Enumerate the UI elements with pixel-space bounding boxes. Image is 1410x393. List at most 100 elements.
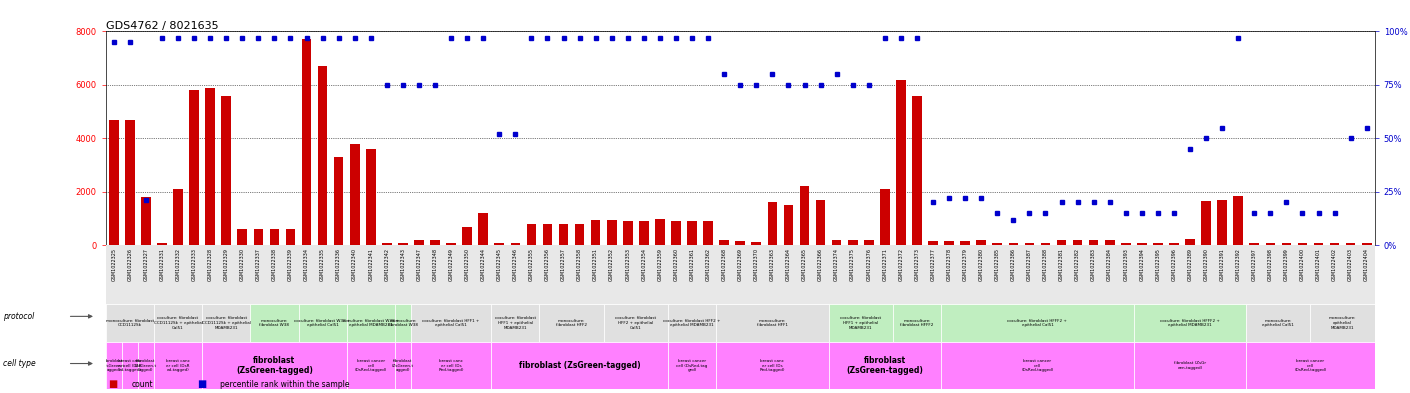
- Bar: [1310, 245, 1327, 303]
- Text: coculture: fibroblast HFFF2 +
epithelial MDAMB231: coculture: fibroblast HFFF2 + epithelial…: [1160, 319, 1220, 327]
- Text: ■: ■: [197, 379, 207, 389]
- Text: GSM1022343: GSM1022343: [400, 248, 406, 281]
- Text: GSM1022349: GSM1022349: [448, 248, 454, 281]
- Text: GSM1022339: GSM1022339: [288, 248, 293, 281]
- Bar: [925, 245, 940, 303]
- Bar: [171, 245, 186, 303]
- Bar: [1294, 245, 1310, 303]
- Bar: [302, 39, 312, 245]
- Text: GSM1022400: GSM1022400: [1300, 248, 1306, 281]
- Text: coculture: fibroblast
CCD1112Sk + epithelial
MDAMB231: coculture: fibroblast CCD1112Sk + epithe…: [202, 316, 251, 330]
- Bar: [395, 303, 410, 342]
- Bar: [379, 245, 395, 303]
- Bar: [478, 213, 488, 245]
- Bar: [1089, 240, 1098, 245]
- Text: GSM1022337: GSM1022337: [255, 248, 261, 281]
- Text: GSM1022366: GSM1022366: [818, 248, 823, 281]
- Bar: [106, 245, 121, 303]
- Bar: [623, 221, 633, 245]
- Bar: [893, 303, 940, 342]
- Bar: [157, 242, 166, 245]
- Text: GSM1022357: GSM1022357: [561, 248, 565, 281]
- Text: GSM1022353: GSM1022353: [625, 248, 630, 281]
- Text: fibroblast (ZsGreen-tagged): fibroblast (ZsGreen-tagged): [519, 361, 640, 370]
- Bar: [330, 245, 347, 303]
- Text: breast canc
er cell (DsR
ed-tagged): breast canc er cell (DsR ed-tagged): [118, 359, 142, 372]
- Bar: [1314, 242, 1324, 245]
- Bar: [347, 245, 362, 303]
- Text: GSM1022329: GSM1022329: [224, 248, 228, 281]
- Text: GSM1022374: GSM1022374: [835, 248, 839, 281]
- Bar: [106, 303, 154, 342]
- Text: GSM1022376: GSM1022376: [866, 248, 871, 281]
- Text: GSM1022332: GSM1022332: [175, 248, 180, 281]
- Bar: [736, 241, 744, 245]
- Bar: [510, 242, 520, 245]
- Bar: [684, 245, 701, 303]
- Text: GSM1022352: GSM1022352: [609, 248, 615, 281]
- Text: GSM1022365: GSM1022365: [802, 248, 807, 281]
- Bar: [767, 202, 777, 245]
- Bar: [816, 200, 825, 245]
- Bar: [668, 342, 716, 389]
- Bar: [121, 245, 138, 303]
- Text: protocol: protocol: [3, 312, 34, 321]
- Text: GSM1022377: GSM1022377: [931, 248, 935, 281]
- Bar: [347, 342, 395, 389]
- Bar: [125, 119, 135, 245]
- Bar: [138, 342, 154, 389]
- Text: GSM1022346: GSM1022346: [513, 248, 517, 281]
- Text: GSM1022336: GSM1022336: [336, 248, 341, 281]
- Bar: [1005, 245, 1021, 303]
- Bar: [1230, 245, 1246, 303]
- Bar: [491, 303, 540, 342]
- Bar: [687, 221, 697, 245]
- Bar: [749, 245, 764, 303]
- Text: GSM1022396: GSM1022396: [1172, 248, 1176, 281]
- Bar: [1134, 342, 1246, 389]
- Text: GSM1022342: GSM1022342: [385, 248, 389, 281]
- Text: GSM1022388: GSM1022388: [1043, 248, 1048, 281]
- Bar: [367, 149, 375, 245]
- Bar: [475, 245, 491, 303]
- Bar: [1021, 245, 1038, 303]
- Text: GSM1022325: GSM1022325: [111, 248, 116, 281]
- Bar: [1217, 200, 1227, 245]
- Text: fibroblast
(ZsGreen-t
agged): fibroblast (ZsGreen-t agged): [392, 359, 415, 372]
- Bar: [138, 245, 154, 303]
- Bar: [864, 241, 874, 245]
- Bar: [945, 241, 955, 245]
- Bar: [1214, 245, 1230, 303]
- Text: GSM1022383: GSM1022383: [1091, 248, 1096, 281]
- Text: breast cancer
cell
(DsRed-tagged): breast cancer cell (DsRed-tagged): [1294, 359, 1327, 372]
- Text: GSM1022363: GSM1022363: [770, 248, 776, 281]
- Bar: [1134, 245, 1151, 303]
- Bar: [286, 229, 295, 245]
- Bar: [606, 220, 616, 245]
- Text: GSM1022351: GSM1022351: [594, 248, 598, 281]
- Bar: [732, 245, 749, 303]
- Text: fibroblast
(ZsGreen-tagged): fibroblast (ZsGreen-tagged): [846, 356, 924, 375]
- Bar: [410, 342, 491, 389]
- Bar: [269, 229, 279, 245]
- Text: GSM1022338: GSM1022338: [272, 248, 276, 281]
- Text: breast cancer
cell (DsRed-tag
ged): breast cancer cell (DsRed-tag ged): [677, 359, 708, 372]
- Text: GSM1022341: GSM1022341: [368, 248, 374, 281]
- Bar: [491, 342, 668, 389]
- Bar: [1086, 245, 1101, 303]
- Bar: [797, 245, 812, 303]
- Text: GSM1022385: GSM1022385: [995, 248, 1000, 281]
- Bar: [189, 90, 199, 245]
- Bar: [314, 245, 330, 303]
- Bar: [430, 240, 440, 245]
- Text: monoculture:
fibroblast W38: monoculture: fibroblast W38: [388, 319, 417, 327]
- Text: GSM1022358: GSM1022358: [577, 248, 582, 281]
- Text: GSM1022387: GSM1022387: [1026, 248, 1032, 281]
- Text: GSM1022395: GSM1022395: [1155, 248, 1160, 281]
- Bar: [603, 303, 668, 342]
- Bar: [671, 221, 681, 245]
- Bar: [558, 224, 568, 245]
- Bar: [202, 342, 347, 389]
- Bar: [990, 245, 1005, 303]
- Text: monoculture:
epithelial Cal51: monoculture: epithelial Cal51: [1262, 319, 1294, 327]
